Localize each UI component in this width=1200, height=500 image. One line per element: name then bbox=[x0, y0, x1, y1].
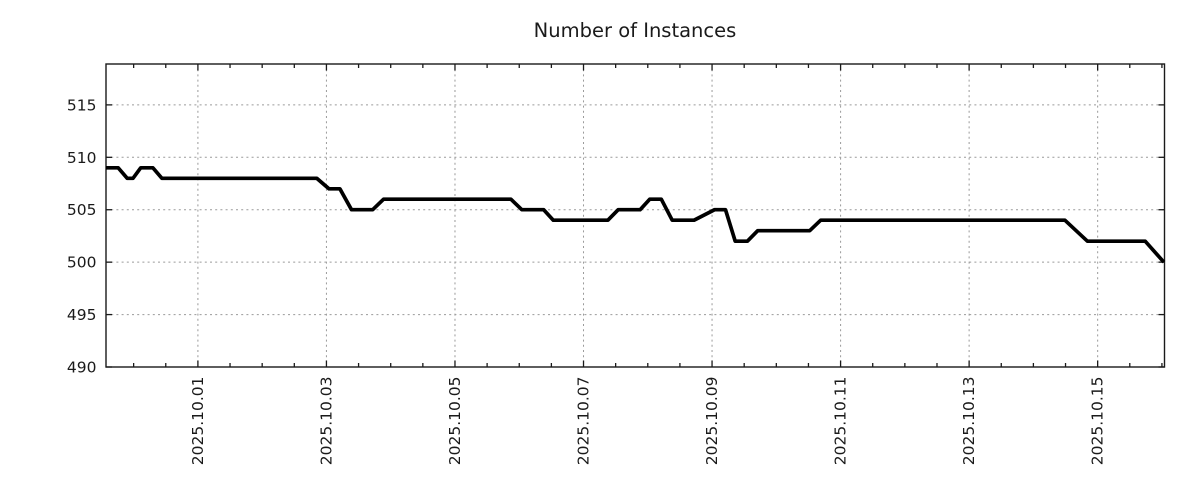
x-tick-label: 2025.10.11 bbox=[832, 377, 850, 466]
y-tick-label: 515 bbox=[67, 96, 97, 114]
y-tick-label: 510 bbox=[67, 149, 97, 167]
y-tick-label: 500 bbox=[67, 254, 97, 272]
chart-title: Number of Instances bbox=[534, 19, 737, 42]
grid-layer bbox=[106, 64, 1165, 368]
x-tick-label: 2025.10.09 bbox=[703, 377, 721, 466]
y-tick-label: 495 bbox=[67, 306, 97, 324]
x-tick-label: 2025.10.07 bbox=[575, 377, 593, 466]
axis-ticks bbox=[106, 64, 1165, 368]
x-tick-label: 2025.10.05 bbox=[446, 377, 464, 466]
x-tick-label: 2025.10.03 bbox=[317, 377, 335, 466]
y-tick-label: 490 bbox=[67, 359, 97, 377]
y-tick-label: 505 bbox=[67, 201, 97, 219]
x-tick-label: 2025.10.01 bbox=[189, 377, 207, 466]
plot-border bbox=[105, 63, 1166, 368]
x-tick-label: 2025.10.15 bbox=[1089, 377, 1107, 466]
x-tick-labels: 2025.10.01 2025.10.03 2025.10.05 2025.10.07… bbox=[189, 377, 1107, 466]
series-line bbox=[106, 165, 1166, 264]
x-tick-label: 2025.10.13 bbox=[960, 377, 978, 466]
y-tick-labels: 490 495 500 505 510 515 bbox=[67, 96, 97, 376]
